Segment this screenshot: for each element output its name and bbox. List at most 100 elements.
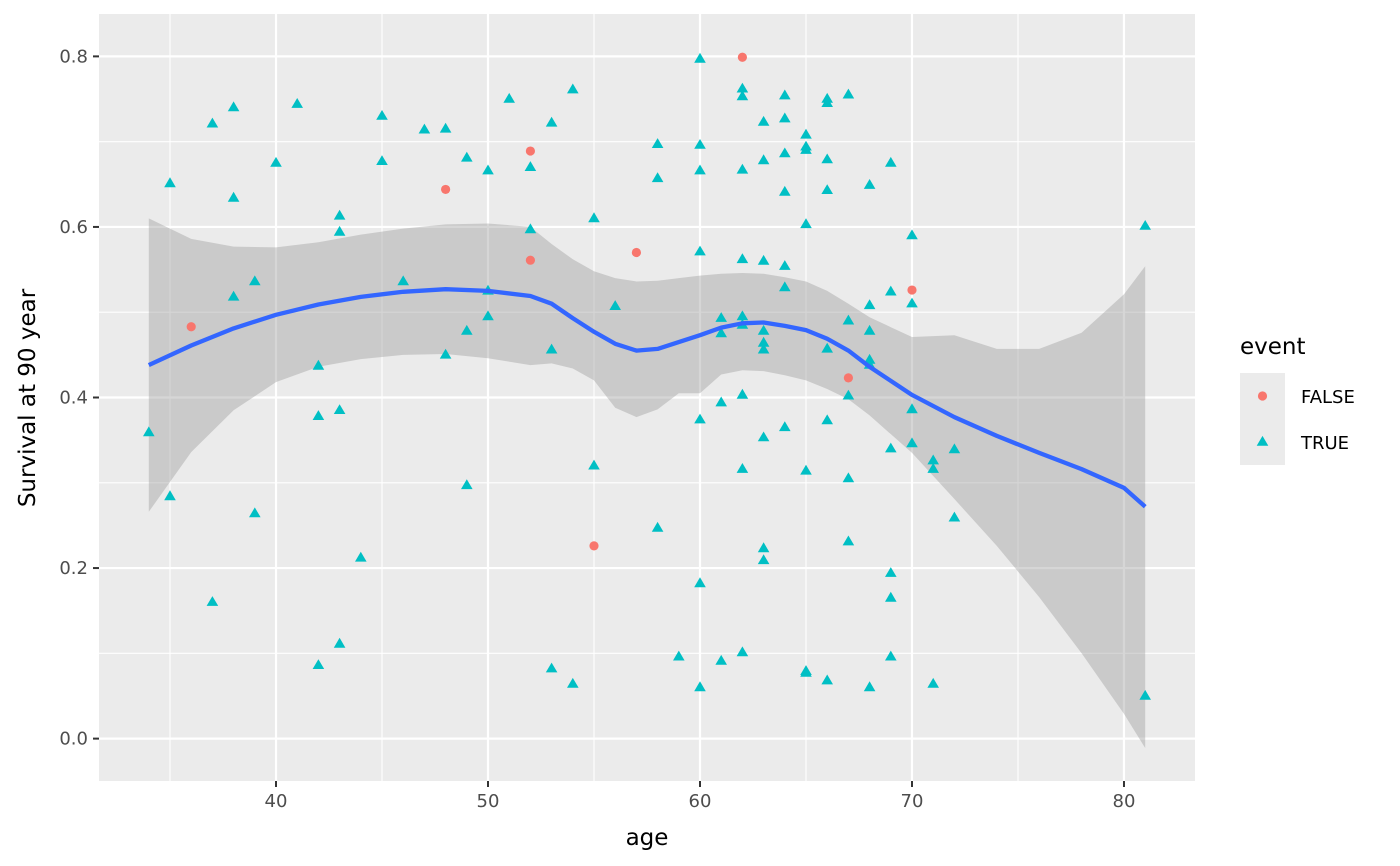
point-true <box>757 336 770 347</box>
smooth-line-layer <box>147 287 1147 509</box>
point-true <box>694 164 706 175</box>
x-axis: 40 50 60 70 80 <box>265 781 1136 812</box>
point-true <box>567 83 579 94</box>
point-true <box>524 161 537 171</box>
point-true <box>736 163 749 174</box>
point-false <box>737 52 747 62</box>
legend: event FALSE TRUE <box>1240 334 1355 465</box>
point-true <box>567 677 579 688</box>
point-true <box>800 144 812 154</box>
x-tick-label: 70 <box>901 791 924 812</box>
points-layer <box>143 52 1151 700</box>
point-true <box>927 463 939 473</box>
point-true <box>800 128 812 139</box>
point-true <box>757 431 770 442</box>
point-true <box>757 254 770 265</box>
point-true <box>397 275 409 286</box>
x-axis-title: age <box>626 825 669 851</box>
point-false <box>441 184 451 195</box>
point-true <box>376 110 388 120</box>
point-true <box>291 98 303 108</box>
point-true <box>842 88 855 99</box>
point-true <box>757 115 770 126</box>
point-true <box>651 521 664 532</box>
point-true <box>906 297 918 308</box>
point-false <box>589 541 599 551</box>
point-true <box>885 567 897 577</box>
point-true <box>227 290 240 301</box>
point-true <box>333 404 346 414</box>
y-tick-label: 0.6 <box>59 217 88 238</box>
y-tick-label: 0.2 <box>59 558 88 579</box>
point-true <box>906 229 918 240</box>
point-false <box>843 373 853 383</box>
point-true <box>821 342 833 353</box>
point-true <box>821 184 833 194</box>
point-true <box>779 112 791 123</box>
point-true <box>1139 689 1151 700</box>
point-true <box>312 659 325 669</box>
point-true <box>736 82 749 93</box>
point-true <box>333 637 346 648</box>
point-true <box>227 101 240 112</box>
point-false <box>525 255 536 265</box>
point-true <box>757 154 770 165</box>
point-true <box>779 89 791 100</box>
point-true <box>736 388 749 399</box>
legend-label-true: TRUE <box>1300 433 1349 454</box>
point-true <box>206 596 219 606</box>
point-true <box>461 151 473 162</box>
point-true <box>757 554 770 565</box>
point-true <box>800 666 812 677</box>
point-true <box>736 310 749 321</box>
point-true <box>206 117 219 128</box>
point-true <box>694 413 706 424</box>
point-true <box>885 591 897 602</box>
point-true <box>227 191 240 202</box>
point-true <box>948 511 961 522</box>
point-true <box>863 681 876 692</box>
point-true <box>545 662 558 673</box>
point-true <box>863 299 876 310</box>
point-true <box>736 646 749 657</box>
point-true <box>842 535 855 546</box>
legend-glyph-false <box>1257 391 1268 401</box>
point-false <box>525 146 536 156</box>
point-true <box>439 348 452 359</box>
point-true <box>694 245 706 256</box>
point-true <box>821 153 833 164</box>
point-true <box>842 389 855 400</box>
point-true <box>779 281 791 292</box>
point-true <box>333 225 346 236</box>
y-tick-label: 0.0 <box>59 729 88 750</box>
x-tick-label: 60 <box>689 791 712 812</box>
point-true <box>694 577 706 588</box>
x-tick-label: 80 <box>1113 791 1136 812</box>
point-true <box>270 156 282 167</box>
point-true <box>376 155 388 165</box>
point-true <box>800 464 812 475</box>
point-true <box>779 185 791 196</box>
point-true <box>143 426 155 437</box>
point-true <box>418 123 431 134</box>
point-true <box>885 156 897 167</box>
point-true <box>863 353 876 364</box>
point-true <box>249 507 261 518</box>
y-axis-title: Survival at 90 year <box>15 288 41 507</box>
legend-label-false: FALSE <box>1301 387 1355 408</box>
point-true <box>736 463 749 473</box>
point-true <box>906 437 918 448</box>
y-axis: 0.0 0.2 0.4 0.6 0.8 <box>59 46 99 750</box>
point-true <box>821 414 833 425</box>
confidence-ribbon-layer <box>148 218 1146 748</box>
point-true <box>1139 220 1151 230</box>
point-true <box>694 681 706 692</box>
point-true <box>673 650 685 661</box>
point-true <box>355 551 367 562</box>
point-false <box>631 247 642 258</box>
point-true <box>333 209 346 220</box>
point-false <box>907 285 917 295</box>
point-false <box>186 322 196 332</box>
point-true <box>461 324 473 335</box>
